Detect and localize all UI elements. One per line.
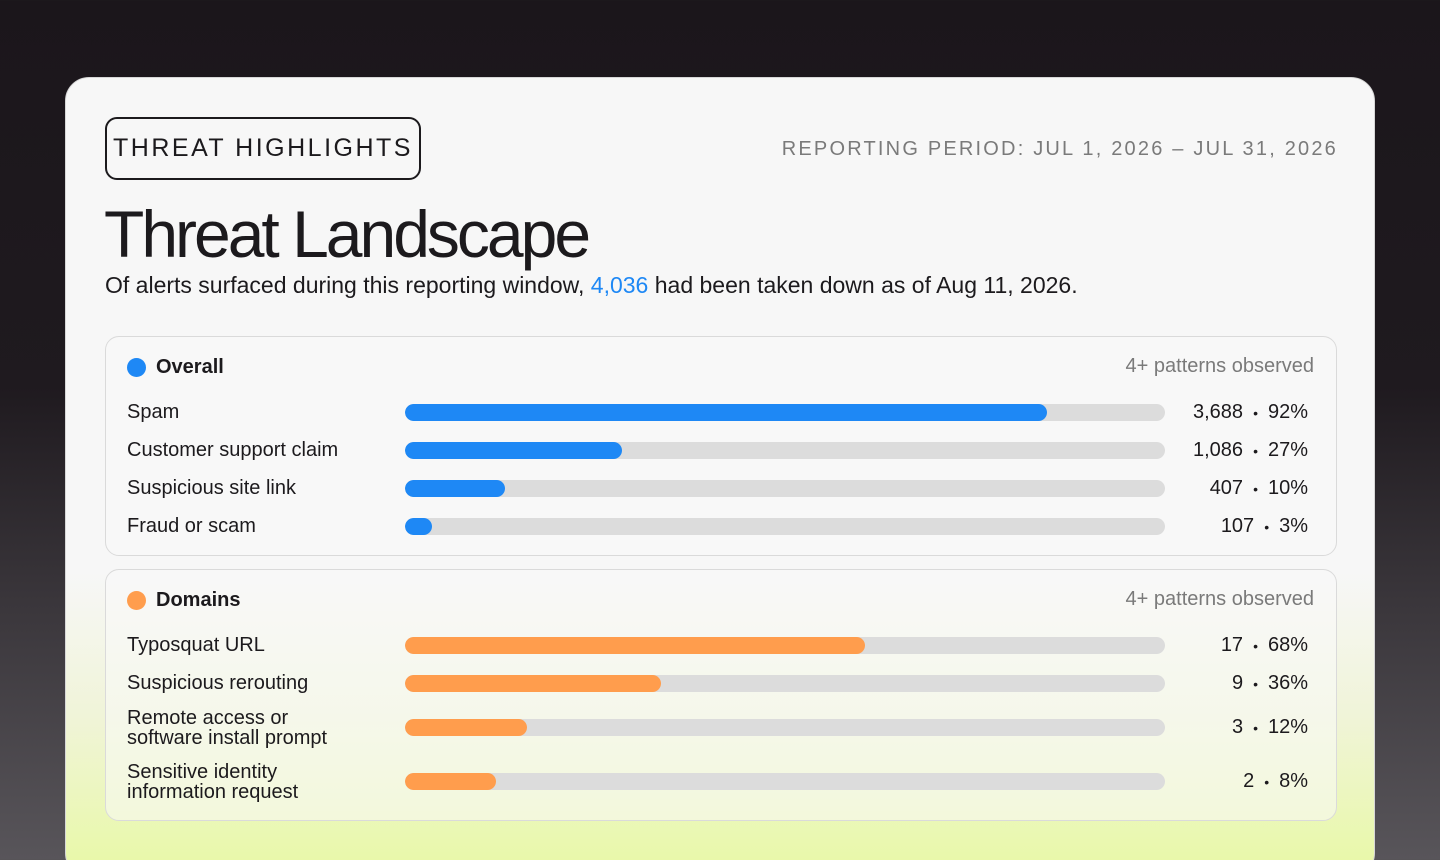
domains-panel-title: Domains [156, 589, 241, 611]
taken-down-count: 4,036 [590, 272, 649, 298]
reporting-period: REPORTING PERIOD: JUL 1, 2026 – JUL 31, … [781, 138, 1338, 160]
progress-fill [405, 719, 527, 736]
bullet-separator: • [1253, 637, 1258, 654]
row-percent: 10% [1267, 477, 1308, 499]
domains-panel-header: Domains [127, 589, 240, 612]
row-value: 9 • 36% [1232, 672, 1308, 695]
row-percent: 8% [1279, 770, 1308, 792]
bullet-separator: • [1253, 404, 1258, 421]
row-value: 17 • 68% [1221, 634, 1308, 657]
row-value: 1,086 • 27% [1193, 439, 1308, 462]
domains-dot-icon [127, 591, 146, 610]
progress-track [405, 404, 1165, 421]
page-title: Threat Landscape [104, 197, 591, 271]
bullet-separator: • [1264, 518, 1270, 535]
progress-fill [405, 480, 506, 497]
progress-track [405, 480, 1165, 497]
page-subtitle: Of alerts surfaced during this reporting… [105, 272, 1078, 299]
row-value: 2 • 8% [1243, 770, 1308, 793]
row-label: Customer support claim [127, 439, 339, 461]
row-percent: 3% [1279, 515, 1308, 537]
bullet-separator: • [1264, 773, 1270, 790]
bullet-separator: • [1253, 480, 1258, 497]
row-value: 3,688 • 92% [1193, 401, 1308, 424]
row-percent: 68% [1267, 634, 1308, 656]
overall-panel-title: Overall [156, 356, 224, 378]
row-count: 2 [1243, 770, 1255, 792]
row-label: Remote access or software install prompt [127, 707, 328, 749]
progress-fill [405, 773, 497, 790]
row-value: 107 • 3% [1221, 515, 1308, 538]
row-label: Suspicious site link [127, 477, 296, 499]
subtitle-before: Of alerts surfaced during this reporting… [105, 272, 591, 298]
overall-panel: Overall 4+ patterns observed Spam 3,688 •… [105, 336, 1337, 556]
row-count: 17 [1220, 634, 1244, 656]
row-count: 3 [1231, 716, 1244, 738]
row-percent: 27% [1267, 439, 1308, 461]
domains-patterns-observed: 4+ patterns observed [1125, 588, 1314, 610]
progress-fill [405, 404, 1048, 421]
row-label: Suspicious rerouting [127, 672, 309, 694]
bullet-separator: • [1253, 442, 1258, 459]
progress-track [405, 719, 1165, 736]
overall-patterns-observed: 4+ patterns observed [1125, 355, 1314, 377]
progress-fill [405, 518, 432, 535]
domains-panel: Domains 4+ patterns observed Typosquat U… [105, 569, 1337, 821]
row-percent: 92% [1267, 401, 1308, 423]
progress-fill [405, 675, 662, 692]
row-count: 9 [1231, 672, 1244, 694]
row-label: Sensitive identity information request [127, 761, 299, 803]
progress-track [405, 773, 1165, 790]
overall-panel-header: Overall [127, 356, 224, 379]
threat-highlights-card: THREAT HIGHLIGHTS REPORTING PERIOD: JUL … [65, 77, 1375, 860]
row-label: Typosquat URL [127, 634, 265, 656]
subtitle-after: had been taken down as of Aug 11, 2026. [648, 272, 1078, 298]
row-percent: 36% [1267, 672, 1308, 694]
row-count: 107 [1220, 515, 1255, 537]
progress-track [405, 442, 1165, 459]
progress-track [405, 637, 1165, 654]
row-count: 3,688 [1193, 401, 1244, 423]
progress-track [405, 675, 1165, 692]
progress-fill [405, 637, 865, 654]
row-count: 407 [1209, 477, 1244, 499]
bullet-separator: • [1253, 675, 1258, 692]
bullet-separator: • [1253, 719, 1258, 736]
threat-highlights-badge: THREAT HIGHLIGHTS [105, 117, 421, 180]
progress-fill [405, 442, 622, 459]
progress-track [405, 518, 1165, 535]
row-value: 407 • 10% [1210, 477, 1308, 500]
row-value: 3 • 12% [1232, 716, 1308, 739]
overall-dot-icon [127, 358, 146, 377]
row-count: 1,086 [1193, 439, 1244, 461]
row-percent: 12% [1267, 716, 1308, 738]
row-label: Spam [127, 401, 180, 423]
row-label: Fraud or scam [127, 515, 256, 537]
